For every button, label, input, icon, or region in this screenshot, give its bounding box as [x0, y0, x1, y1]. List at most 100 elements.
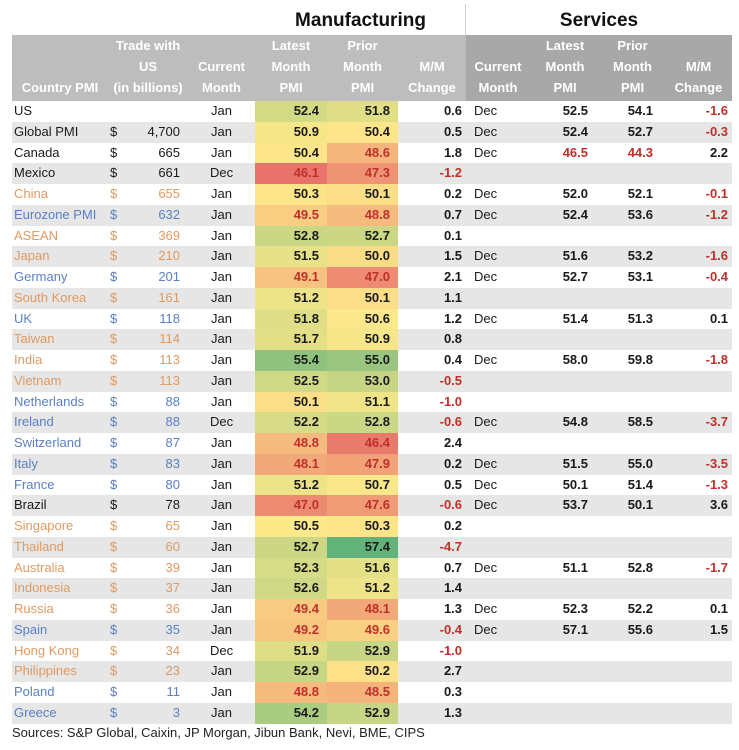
country-name: India — [14, 352, 43, 367]
mfg-prior-pmi: 47.9 — [327, 453, 399, 475]
mfg-current-month: Jan — [188, 619, 256, 641]
svc-mm-change — [665, 433, 732, 454]
mfg-prior-pmi: 53.0 — [327, 370, 399, 392]
mfg-current-month: Jan — [211, 518, 232, 533]
svc-latest-pmi — [530, 661, 601, 682]
table-row: ASEAN $369 Jan 52.8 52.7 0.1 — [12, 225, 732, 247]
mfg-current-month: Jan — [188, 246, 256, 267]
mfg-mm-change: 2.7 — [398, 661, 467, 682]
mfg-latest-pmi: 52.2 — [255, 412, 328, 433]
currency-symbol: $ — [108, 702, 125, 724]
svc-prior-pmi — [600, 433, 665, 454]
svc-prior-pmi — [600, 682, 665, 703]
country-name: Japan — [12, 246, 108, 267]
svc-latest-pmi: 58.0 — [562, 352, 589, 367]
header-line: PMI — [620, 80, 645, 95]
mfg-current-month: Dec — [188, 412, 256, 433]
table-row: Singapore $65 Jan 50.5 50.3 0.2 — [12, 516, 732, 537]
mfg-prior-pmi: 46.4 — [327, 433, 399, 454]
trade-value: 632 — [125, 204, 189, 226]
header-mfg-prior-pmi: Prior Month PMI — [327, 35, 399, 101]
svc-prior-pmi — [600, 661, 666, 682]
table-row: Greece $3 Jan 54.2 52.9 1.3 — [12, 702, 733, 724]
svc-mm-change — [665, 226, 732, 247]
svc-prior-pmi: 55.0 — [600, 453, 666, 475]
currency-symbol: $ — [108, 246, 125, 267]
mfg-prior-pmi: 52.9 — [327, 702, 399, 724]
mfg-prior-pmi: 55.0 — [327, 350, 399, 371]
table-row: South Korea $161 Jan 51.2 50.1 1.1 — [12, 287, 733, 309]
mfg-current-month: Jan — [188, 121, 256, 143]
header-line: Change — [674, 80, 723, 95]
table-row: Australia $39 Jan 52.3 51.6 0.7 Dec 51.1 52.8 -1.… — [12, 557, 732, 579]
table-row: Germany $201 Jan 49.1 47.0 2.1 Dec 52.7 53.1 -0.4 — [12, 267, 732, 288]
sources-note: Sources: S&P Global, Caixin, JP Morgan, … — [12, 725, 425, 740]
country-name: Vietnam — [12, 370, 108, 392]
svc-current-month — [466, 392, 530, 413]
trade-value: 113 — [159, 352, 181, 367]
trade-value: 113 — [125, 370, 189, 392]
svc-latest-pmi — [530, 329, 601, 350]
svc-mm-change — [665, 392, 732, 413]
svc-current-month — [466, 370, 531, 392]
mfg-latest-pmi: 52.6 — [255, 578, 328, 599]
mfg-latest-pmi: 52.4 — [255, 101, 328, 122]
header-trade: Trade with US (in billions) — [108, 35, 189, 101]
mfg-mm-change: -0.6 — [398, 412, 467, 433]
trade-value: 3 — [125, 702, 189, 724]
table-row: Global PMI $4,700 Jan 50.9 50.4 0.5 Dec 52.4 52.… — [12, 121, 733, 143]
country-name: US — [14, 103, 33, 118]
svc-mm-change: -1.7 — [705, 559, 729, 575]
currency-symbol: $ — [108, 495, 125, 516]
mfg-latest-pmi: 46.1 — [255, 163, 328, 184]
country-name: Switzerland — [14, 435, 82, 450]
country-name: Germany — [14, 269, 68, 284]
svc-mm-change: 0.1 — [709, 310, 729, 326]
svc-latest-pmi — [530, 536, 601, 558]
mfg-current-month: Dec — [209, 642, 234, 658]
country-name: Netherlands — [14, 393, 85, 409]
mfg-latest-pmi: 51.2 — [255, 287, 328, 309]
mfg-prior-pmi: 51.1 — [327, 391, 399, 413]
svc-latest-pmi: 51.4 — [562, 310, 589, 326]
mfg-prior-pmi: 51.2 — [327, 578, 399, 599]
svc-current-month: Dec — [466, 495, 531, 516]
table-row: US Jan 52.4 51.8 0.6 Dec 52.5 54.1 -1.6 — [12, 101, 732, 122]
trade-value: 201 — [158, 269, 181, 284]
mfg-latest-pmi: 51.5 — [255, 246, 328, 267]
svc-latest-pmi: 57.1 — [530, 619, 601, 641]
svc-latest-pmi: 46.5 — [562, 144, 589, 160]
svc-mm-change — [665, 329, 733, 350]
country-name: ASEAN — [14, 227, 59, 243]
svc-latest-pmi: 52.4 — [530, 204, 601, 226]
svc-latest-pmi: 50.1 — [562, 476, 589, 492]
country-name: France — [14, 476, 55, 492]
table-row: Poland $11 Jan 48.8 48.5 0.3 — [12, 682, 732, 703]
mfg-prior-pmi: 48.6 — [327, 142, 399, 164]
svc-current-month: Dec — [466, 204, 531, 226]
table-row: Indonesia $37 Jan 52.6 51.2 1.4 — [12, 578, 733, 599]
header-line: Latest — [545, 38, 585, 53]
svc-prior-pmi: 58.5 — [600, 412, 666, 433]
svc-current-month: Dec — [474, 476, 498, 492]
svc-prior-pmi: 51.3 — [627, 310, 654, 326]
svc-current-month — [466, 682, 530, 703]
trade-value: 36 — [165, 601, 181, 616]
header-svc-current-month: Current Month — [466, 35, 531, 101]
mfg-mm-change: 0.2 — [443, 518, 463, 533]
mfg-latest-pmi: 48.8 — [255, 682, 328, 703]
mfg-current-month: Jan — [211, 103, 232, 118]
mfg-mm-change: -1.2 — [398, 163, 467, 184]
country-name: Thailand — [12, 536, 108, 558]
mfg-mm-change: -4.7 — [398, 536, 467, 558]
svc-prior-pmi — [600, 516, 665, 537]
mfg-latest-pmi: 55.4 — [255, 350, 328, 371]
currency-symbol: $ — [110, 269, 118, 284]
mfg-mm-change: 1.2 — [443, 310, 463, 326]
header-line: PMI — [350, 80, 375, 95]
header-line: Month — [202, 80, 241, 95]
table-row: France $80 Jan 51.2 50.7 0.5 Dec 50.1 51.4 -1.3 — [12, 474, 732, 496]
mfg-latest-pmi: 49.5 — [255, 204, 328, 226]
trade-value: 88 — [125, 412, 189, 433]
currency-symbol: $ — [108, 204, 125, 226]
